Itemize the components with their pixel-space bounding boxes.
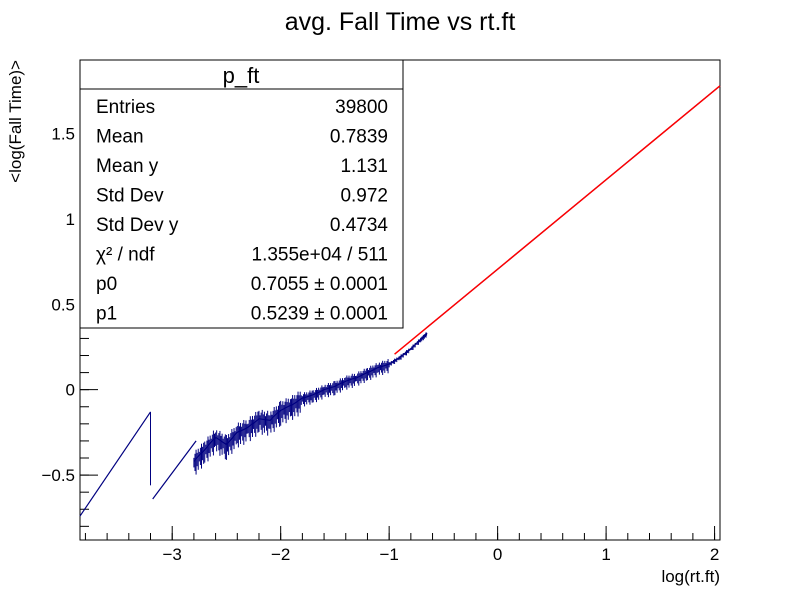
data-series-segment [152,440,197,500]
stats-row-value: 39800 [335,97,388,118]
stats-row-value: 0.7055 ± 0.0001 [251,274,388,295]
x-tick-label: 1 [601,545,610,564]
stats-row-label: χ² / ndf [96,245,155,266]
y-axis-label: <log(Fall Time)> [6,60,25,183]
stats-row-value: 1.355e+04 / 511 [252,245,388,266]
x-tick-label: −3 [163,545,182,564]
stats-row-label: Entries [96,97,155,118]
x-tick-label: −1 [379,545,398,564]
fit-line [394,85,721,355]
x-axis-label: log(rt.ft) [661,567,720,586]
y-tick-label: 0.5 [51,295,75,314]
stats-row-label: p1 [96,304,117,325]
chart-title: avg. Fall Time vs rt.ft [285,8,516,36]
stats-row-value: 0.7839 [330,127,388,148]
stats-row-label: Std Dev y [96,215,179,236]
y-tick-label: −0.5 [41,466,75,485]
stats-box: p_ft Entries 39800 Mean 0.7839 Mean y 1.131 St… [79,59,404,329]
stats-box-title: p_ft [223,63,260,88]
x-tick-label: 2 [710,545,719,564]
stats-box-frame [79,59,404,329]
stats-row-label: Mean y [96,156,159,177]
stats-row-value: 1.131 [340,156,388,177]
series-layer [79,85,721,517]
plot-area: −3 −2 −1 0 1 2 −0.5 0 0.5 1 1.5 [41,59,721,564]
stats-row-value: 0.4734 [330,215,389,236]
x-tick-label: 0 [493,545,502,564]
stats-rows: Entries 39800 Mean 0.7839 Mean y 1.131 Std Dev… [96,97,388,325]
x-axis-ticks: −3 −2 −1 0 1 2 [84,526,719,564]
data-series-segment [79,411,151,517]
stats-row-value: 0.972 [340,186,388,207]
y-tick-label: 0 [66,381,75,400]
stats-row-label: p0 [96,274,117,295]
y-tick-label: 1.5 [51,124,75,143]
y-tick-label: 1 [66,210,75,229]
stats-row-label: Std Dev [96,186,164,207]
x-tick-label: −2 [271,545,290,564]
stats-row-value: 0.5239 ± 0.0001 [251,304,388,325]
stats-row-label: Mean [96,127,144,148]
